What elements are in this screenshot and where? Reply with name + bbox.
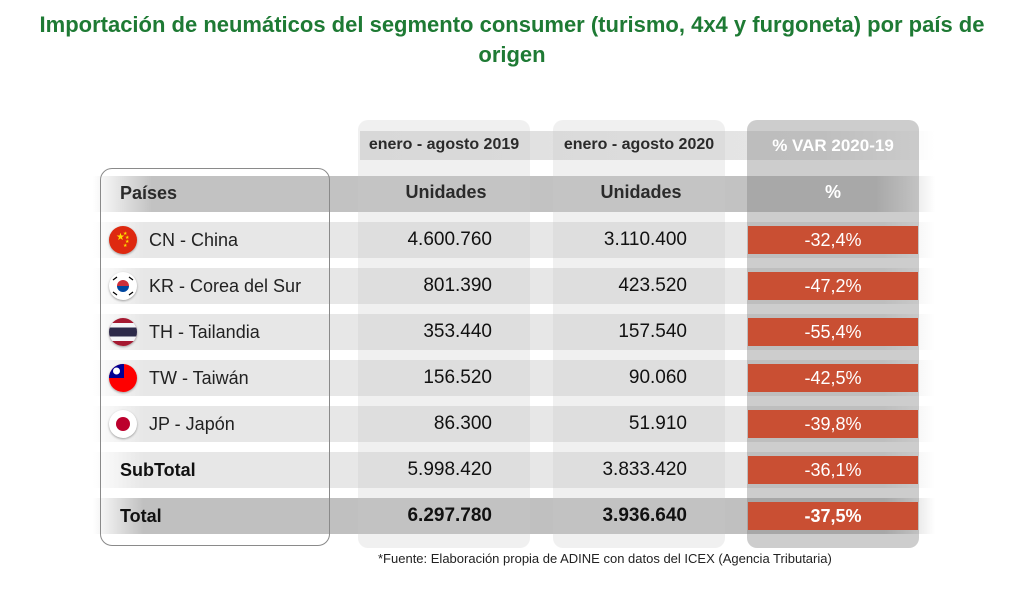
japan-flag-icon — [109, 410, 137, 438]
header-unidades-2020: Unidades — [600, 182, 682, 202]
chart-title: Importación de neumáticos del segmento c… — [39, 12, 985, 67]
subtotal-2020: 3.833.420 — [602, 459, 687, 480]
value-2020: 423.520 — [618, 275, 687, 296]
country-label: JP - Japón — [149, 414, 235, 434]
thailand-flag-icon — [109, 318, 137, 346]
svg-text:★: ★ — [125, 235, 130, 241]
svg-text:★: ★ — [123, 231, 128, 237]
china-flag-icon: ★ ★ ★ ★ ★ — [109, 226, 137, 254]
value-2020: 51.910 — [628, 413, 687, 434]
total-2020: 3.936.640 — [602, 505, 687, 526]
svg-text:★: ★ — [125, 239, 130, 245]
period-2020-label: enero - agosto 2020 — [563, 136, 715, 153]
subtotal-label: SubTotal — [120, 460, 196, 480]
value-2019: 353.440 — [423, 321, 492, 342]
var-value: -55,4% — [748, 318, 918, 346]
var-value: -42,5% — [748, 364, 918, 392]
subtotal-2019: 5.998.420 — [407, 459, 492, 480]
countries-column-outline — [100, 168, 330, 546]
column-2020-box — [553, 120, 725, 548]
value-2019: 86.300 — [433, 413, 492, 434]
total-var: -37,5% — [748, 502, 918, 530]
south-korea-flag-icon — [109, 272, 137, 300]
var-value: -32,4% — [748, 226, 918, 254]
value-2019: 4.600.760 — [407, 229, 492, 250]
svg-text:★: ★ — [123, 243, 128, 249]
period-header-band — [360, 131, 935, 160]
var-period-label: % VAR 2020-19 — [772, 136, 894, 155]
country-label: KR - Corea del Sur — [149, 276, 302, 296]
total-label: Total — [120, 506, 162, 526]
country-label: TH - Tailandia — [149, 322, 260, 342]
header-pct: % — [824, 182, 841, 202]
country-label: TW - Taiwán — [149, 368, 249, 388]
total-2019: 6.297.780 — [407, 505, 492, 526]
value-2020: 3.110.400 — [603, 229, 687, 250]
value-2020: 157.540 — [618, 321, 687, 342]
column-header-band — [93, 176, 935, 212]
header-paises: Países — [120, 183, 178, 203]
value-2019: 801.390 — [423, 275, 492, 296]
value-2020: 90.060 — [628, 367, 687, 388]
source-note: *Fuente: Elaboración propia de ADINE con… — [378, 551, 832, 566]
header-unidades-2019: Unidades — [405, 182, 487, 202]
subtotal-var: -36,1% — [748, 456, 918, 484]
column-2019-box — [358, 120, 530, 548]
var-value: -39,8% — [748, 410, 918, 438]
taiwan-flag-icon — [109, 364, 137, 392]
value-2019: 156.520 — [423, 367, 492, 388]
var-value: -47,2% — [748, 272, 918, 300]
svg-text:★: ★ — [116, 232, 125, 243]
country-label: CN - China — [149, 230, 239, 250]
period-2019-label: enero - agosto 2019 — [368, 136, 520, 153]
